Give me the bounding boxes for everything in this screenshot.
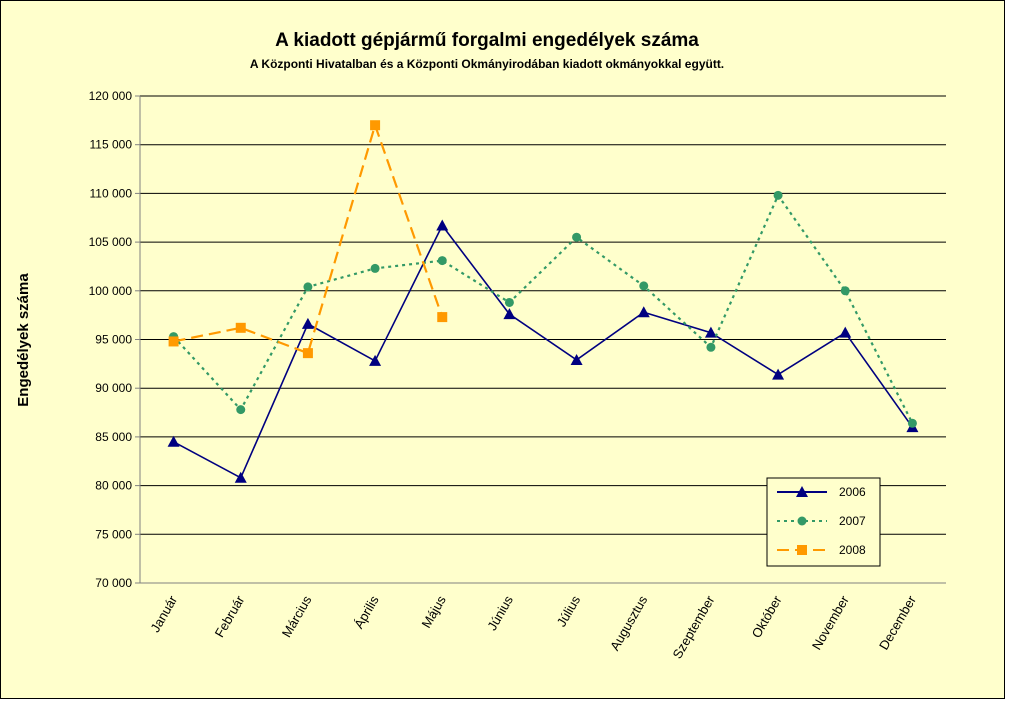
marker (168, 336, 179, 347)
marker (302, 348, 313, 359)
legend-marker (796, 486, 808, 497)
marker (370, 120, 381, 131)
y-tick-label: 85 000 (95, 430, 132, 444)
marker (639, 281, 649, 291)
marker (570, 353, 583, 365)
marker (907, 418, 917, 428)
marker (704, 326, 717, 338)
marker (303, 282, 313, 292)
y-tick-label: 75 000 (95, 527, 132, 541)
chart-title: A kiadott gépjármű forgalmi engedélyek s… (275, 30, 699, 51)
series-line (173, 121, 444, 355)
legend: 2006 2007 2008 (766, 477, 881, 567)
marker (503, 308, 516, 320)
y-tick-label: 110 000 (90, 186, 133, 200)
y-tick-label: 70 000 (95, 576, 132, 590)
marker (504, 297, 514, 307)
marker (437, 256, 447, 266)
chart-subtitle: A Központi Hivatalban és a Központi Okmá… (250, 57, 724, 71)
marker (840, 286, 850, 296)
legend-label: 2007 (839, 514, 866, 528)
legend-label: 2006 (839, 485, 866, 499)
marker (370, 263, 380, 273)
y-tick-label: 120 000 (89, 89, 133, 103)
legend-marker (797, 545, 807, 555)
y-tick-label: 100 000 (89, 284, 133, 298)
marker (773, 190, 783, 200)
marker (236, 405, 246, 415)
legend-label: 2008 (839, 543, 866, 557)
marker (167, 435, 180, 447)
marker (706, 342, 716, 352)
marker (437, 312, 448, 323)
marker (235, 322, 246, 333)
marker (572, 232, 582, 242)
marker (772, 368, 785, 380)
y-tick-label: 105 000 (89, 235, 133, 249)
marker (369, 354, 382, 366)
marker (637, 306, 650, 318)
marker (301, 317, 314, 329)
y-tick-label: 80 000 (95, 479, 132, 493)
marker (839, 326, 852, 338)
y-tick-label: 95 000 (95, 333, 132, 347)
marker (234, 471, 247, 483)
y-tick-label: 115 000 (90, 138, 133, 152)
y-axis-label: Engedélyek száma (15, 273, 32, 407)
marker (436, 219, 449, 231)
y-tick-label: 90 000 (95, 381, 132, 395)
legend-marker (797, 516, 807, 526)
